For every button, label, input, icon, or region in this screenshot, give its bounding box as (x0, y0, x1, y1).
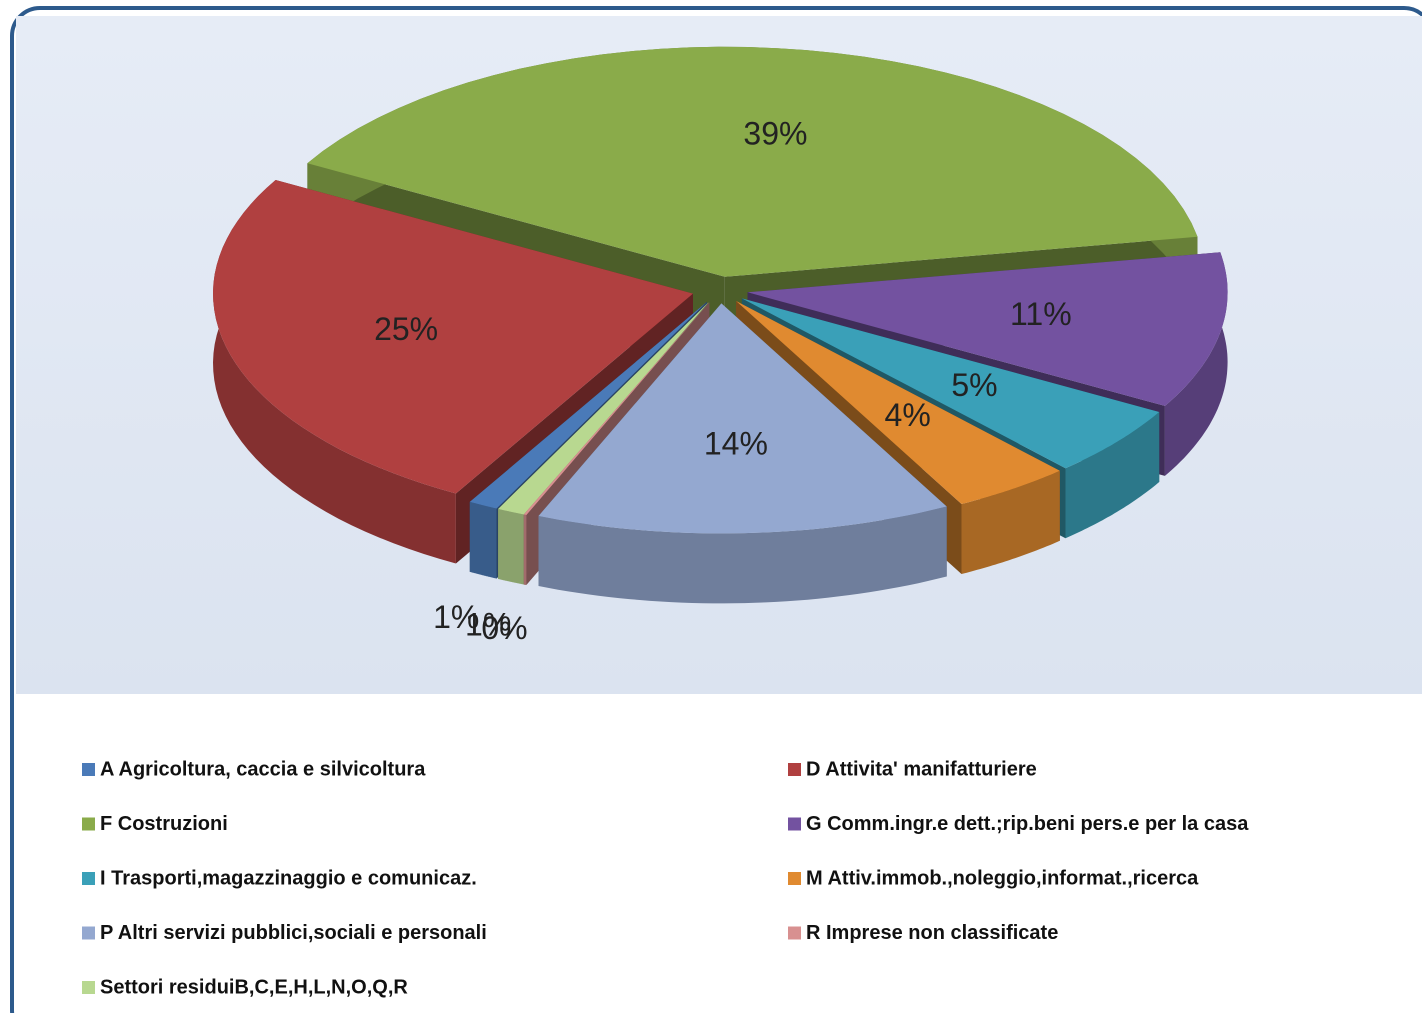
slice (538, 303, 947, 534)
data-label: 5% (951, 367, 997, 403)
slice-side (961, 470, 1060, 574)
data-label: 1% (465, 607, 511, 643)
slice-side (1164, 252, 1228, 476)
slice (498, 302, 709, 515)
legend-swatch (788, 817, 801, 831)
legend-label: A Agricoltura, caccia e silvicoltura (100, 758, 426, 780)
legend-swatch (788, 926, 801, 940)
legend-label: G Comm.ingr.e dett.;rip.beni pers.e per … (806, 813, 1249, 835)
legend-label: F Costruzioni (100, 813, 228, 835)
slice-side (523, 514, 527, 585)
legend-label: P Altri servizi pubblici,sociali e perso… (100, 922, 487, 944)
slice (741, 298, 1160, 469)
slice-side (213, 180, 456, 564)
data-label: 0% (481, 610, 527, 646)
legend-swatch (788, 872, 801, 885)
legend-label: D Attivita' manifatturiere (806, 758, 1037, 780)
slice-side (469, 501, 497, 579)
slice (469, 301, 707, 509)
data-label: 1% (433, 599, 479, 635)
legend-swatch (82, 872, 95, 885)
slice (747, 252, 1228, 406)
slice (307, 46, 1198, 277)
legend-swatch (82, 763, 95, 776)
legend-swatch (82, 817, 95, 831)
slice (213, 180, 693, 494)
legend-swatch (82, 926, 95, 940)
data-label: 39% (743, 116, 807, 152)
legend-swatch (788, 763, 801, 776)
slice-side (1065, 412, 1160, 539)
data-label: 11% (1010, 296, 1072, 332)
slice-side (538, 506, 947, 604)
legend-label: R Imprese non classificate (806, 922, 1058, 944)
slice (736, 301, 1060, 504)
pie: 1% 25% 39% 11% 5% 4% 14% 0%1% (213, 46, 1228, 646)
data-label: 14% (704, 425, 768, 461)
legend-swatch (82, 981, 95, 994)
legend-label: I Trasporti,magazzinaggio e comunicaz. (100, 867, 477, 889)
slice-side (498, 509, 526, 585)
slice (523, 302, 710, 515)
data-label: 25% (374, 311, 438, 347)
legend-label: M Attiv.immob.,noleggio,informat.,ricerc… (806, 867, 1199, 889)
legend: A Agricoltura, caccia e silvicoltura D At… (82, 758, 1249, 998)
legend-label: Settori residuiB,C,E,H,L,N,O,Q,R (100, 976, 408, 998)
data-label: 4% (885, 397, 931, 433)
